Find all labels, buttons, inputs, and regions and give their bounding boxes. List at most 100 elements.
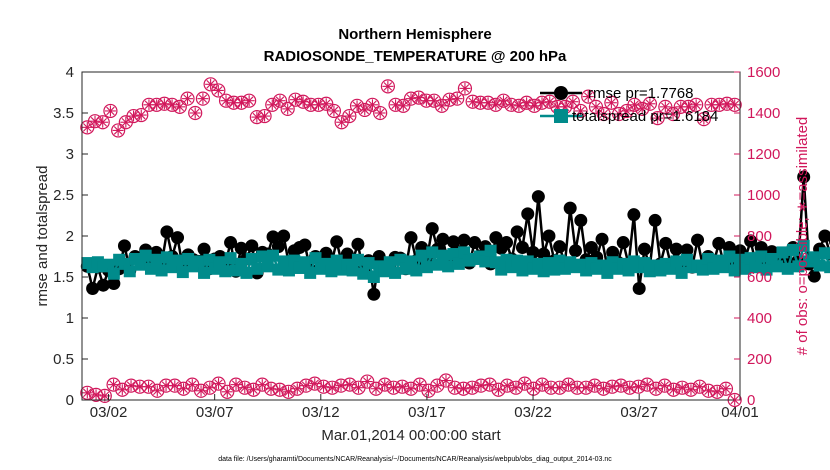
totalspread-point <box>304 266 317 279</box>
obs-count-point <box>134 107 149 123</box>
x-tick-label: 03/07 <box>196 404 234 421</box>
obs-count-point <box>326 103 342 119</box>
totalspread-point <box>383 256 396 269</box>
totalspread-point <box>378 265 391 278</box>
x-tick-label: 03/12 <box>302 404 340 421</box>
obs-count-point <box>627 97 642 112</box>
totalspread-series <box>81 239 830 283</box>
totalspread-point <box>495 263 508 276</box>
obs-count-point <box>611 106 627 122</box>
totalspread-point <box>367 271 380 283</box>
obs-count-point <box>351 380 366 395</box>
rmse-point <box>298 238 312 252</box>
rmse-point <box>574 213 588 227</box>
totalspread-point <box>107 267 120 280</box>
obs-count-point <box>658 99 673 114</box>
rmse-point <box>531 190 545 204</box>
obs-count-point <box>447 380 462 395</box>
totalspread-point <box>198 266 211 279</box>
totalspread-point <box>219 265 232 278</box>
obs-count-point <box>325 380 340 395</box>
obs-count-point <box>373 105 388 121</box>
obs-count-point <box>237 380 252 395</box>
obs-count-point <box>542 94 557 109</box>
obs-count-point <box>642 96 658 111</box>
totalspread-point <box>739 262 752 275</box>
totalspread-point <box>144 262 157 275</box>
rmse-point <box>107 277 121 291</box>
rmse-point <box>584 240 598 254</box>
rmse-point <box>569 244 582 258</box>
y-right-tick-label: 200 <box>747 351 772 368</box>
obs-count-point <box>696 112 711 127</box>
obs-count-point <box>167 378 182 393</box>
obs-count-point <box>319 96 334 111</box>
rmse-point <box>224 236 238 250</box>
totalspread-point <box>452 257 465 270</box>
obs-count-point <box>727 97 742 112</box>
y-left-tick-label: 4 <box>66 64 74 81</box>
obs-count-point <box>220 384 235 399</box>
totalspread-point <box>824 261 830 274</box>
rmse-point <box>171 231 185 245</box>
obs-count-point <box>450 91 465 106</box>
obs-count-point <box>605 379 620 394</box>
obs-count-point <box>689 97 704 112</box>
totalspread-point <box>240 266 253 279</box>
totalspread-point <box>235 257 248 270</box>
totalspread-point <box>346 264 359 277</box>
obs-count-point <box>95 115 110 130</box>
x-axis-ticks: 03/02 03/07 03/12 03/17 03/22 03/27 04/01 <box>90 404 759 421</box>
obs-count-point <box>473 378 489 393</box>
obs-count-point <box>234 95 249 110</box>
obs-count-point <box>552 380 567 395</box>
obs-count-point <box>380 79 395 94</box>
y-left-tick-label: 2.5 <box>53 187 74 204</box>
totalspread-point <box>134 258 147 271</box>
rmse-point <box>197 242 211 256</box>
rmse-point <box>632 281 646 295</box>
totalspread-point <box>261 260 274 273</box>
rmse-point <box>330 235 344 249</box>
obs-count-point <box>517 376 532 391</box>
totalspread-point <box>622 264 635 277</box>
obs-count-point <box>535 377 550 392</box>
legend-rmse-label: rmse pr=1.7768 <box>588 85 693 102</box>
rmse-point <box>616 236 630 250</box>
rmse-point <box>96 278 110 292</box>
rmse-point <box>659 236 673 250</box>
rmse-point <box>234 241 248 255</box>
rmse-point <box>606 245 620 259</box>
obs-count-point <box>578 380 594 395</box>
y-right-tick-label: 1200 <box>747 146 780 163</box>
obs-count-point <box>631 379 646 394</box>
rmse-point <box>797 170 811 184</box>
totalspread-point <box>325 265 338 278</box>
totalspread-point <box>176 266 189 279</box>
totalspread-point <box>171 254 184 267</box>
totalspread-point <box>251 262 264 275</box>
rmse-point <box>563 201 577 215</box>
y-right-tick-label: 1000 <box>747 187 780 204</box>
rmse-point <box>595 232 609 246</box>
rmse-point <box>436 232 450 246</box>
obs-count-point <box>88 387 104 402</box>
totalspread-point <box>282 264 295 277</box>
obs-count-point <box>438 373 454 388</box>
rmse-point <box>500 236 514 250</box>
obs-count-point <box>710 384 725 399</box>
x-tick-label: 03/02 <box>90 404 128 421</box>
rmse-point <box>468 236 482 250</box>
totalspread-point <box>394 253 407 266</box>
y-left-tick-label: 0 <box>66 392 74 409</box>
obs-count-point <box>496 93 511 108</box>
obs-count-point <box>565 94 580 109</box>
obs-count-point <box>106 377 121 392</box>
totalspread-point <box>696 263 709 276</box>
obs-count-point <box>427 93 442 108</box>
obs-count-point <box>465 380 480 395</box>
y-left-tick-label: 2 <box>66 228 74 245</box>
obs-count-point <box>281 384 296 399</box>
rmse-point <box>277 229 291 243</box>
